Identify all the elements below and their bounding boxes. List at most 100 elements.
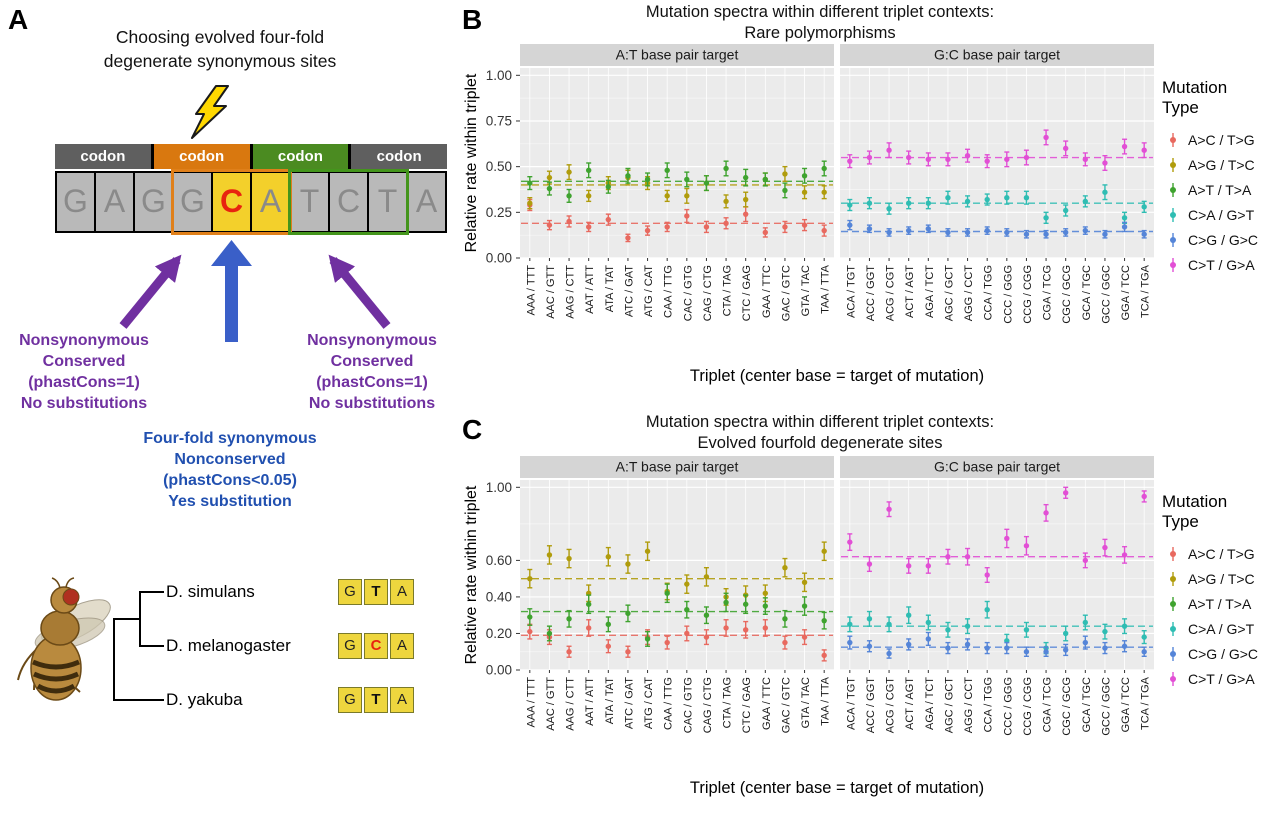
legend-entry: A>G / T>C <box>1162 566 1280 591</box>
svg-text:GCC / GGC: GCC / GGC <box>1100 265 1112 324</box>
legend-key-icon <box>1170 157 1176 172</box>
legend-label: C>T / G>A <box>1188 256 1255 273</box>
svg-text:AAC / GTT: AAC / GTT <box>545 677 557 731</box>
codon-segment: codon <box>55 144 151 169</box>
legend-label: A>G / T>C <box>1188 570 1255 587</box>
legend-key-icon <box>1170 257 1176 272</box>
triplet-base: A <box>390 579 414 605</box>
sequence-base: C <box>213 173 250 231</box>
svg-text:0.00: 0.00 <box>486 663 512 678</box>
svg-text:CCC / GGG: CCC / GGG <box>1002 265 1014 324</box>
svg-text:ACG / CGT: ACG / CGT <box>885 265 897 322</box>
svg-text:CTC / GAG: CTC / GAG <box>741 677 753 733</box>
svg-text:GAC / GTC: GAC / GTC <box>780 677 792 733</box>
legend-entry: C>G / G>C <box>1162 641 1280 666</box>
svg-text:AGC / GCT: AGC / GCT <box>943 677 955 734</box>
species-row: D. yakuba G T A <box>166 686 414 714</box>
legend-label: C>A / G>T <box>1188 206 1255 223</box>
panel-b-legend: Mutation Type A>C / T>G A>G / T>C A>T / T>A C… <box>1162 78 1280 277</box>
legend-key-icon <box>1170 571 1176 586</box>
svg-text:GCC / GGC: GCC / GGC <box>1100 677 1112 736</box>
right-annotation: Nonsynonymous Conserved (phastCons=1) No su… <box>307 332 437 413</box>
triplet-base: T <box>364 579 388 605</box>
legend-entry: A>T / T>A <box>1162 591 1280 616</box>
species-row: D. melanogaster G C A <box>166 632 414 660</box>
legend-key-icon <box>1170 646 1176 661</box>
panel-b-label: B <box>462 4 483 35</box>
svg-text:AGG / CCT: AGG / CCT <box>963 265 975 322</box>
legend-entry: C>T / G>A <box>1162 666 1280 691</box>
species-name: D. yakuba <box>166 690 243 709</box>
sequence-base: T <box>291 173 328 231</box>
svg-text:TCA / TGA: TCA / TGA <box>1140 264 1152 318</box>
sequence-base: A <box>252 173 289 231</box>
legend-entry: C>A / G>T <box>1162 202 1280 227</box>
svg-text:ATC / GAT: ATC / GAT <box>623 677 635 729</box>
svg-text:AGC / GCT: AGC / GCT <box>943 265 955 322</box>
legend-entry: A>C / T>G <box>1162 541 1280 566</box>
svg-text:Triplet (center base = target: Triplet (center base = target of mutatio… <box>690 779 984 797</box>
phylogenetic-tree <box>113 591 164 701</box>
drosophila-illustration <box>17 577 111 701</box>
legend-key-icon <box>1170 132 1176 147</box>
svg-text:GAC / GTC: GAC / GTC <box>780 265 792 321</box>
svg-text:AGA / TCT: AGA / TCT <box>924 265 936 318</box>
sequence-base: C <box>330 173 367 231</box>
svg-text:CCC / GGG: CCC / GGG <box>1002 677 1014 736</box>
svg-text:0.00: 0.00 <box>486 251 512 266</box>
svg-text:GAA / TTC: GAA / TTC <box>761 677 773 730</box>
panel-a-title: Choosing evolved four-fold degenerate syn… <box>103 27 337 71</box>
sequence-base: A <box>96 173 133 231</box>
svg-text:0.60: 0.60 <box>486 553 512 568</box>
legend-label: C>G / G>C <box>1188 231 1259 248</box>
svg-text:CGC / GCG: CGC / GCG <box>1061 677 1073 736</box>
legend-key-icon <box>1170 621 1176 636</box>
triplet-base: A <box>390 687 414 713</box>
svg-text:ATG / CAT: ATG / CAT <box>643 265 655 317</box>
svg-text:ACT / AGT: ACT / AGT <box>904 265 916 318</box>
left-purple-arrow <box>119 254 182 329</box>
sequence-base: G <box>174 173 211 231</box>
svg-text:CAA / TTG: CAA / TTG <box>663 265 675 318</box>
legend-key-icon <box>1170 232 1176 247</box>
svg-text:AAG / CTT: AAG / CTT <box>565 677 577 731</box>
legend-title: Mutation Type <box>1162 78 1228 117</box>
svg-text:CCA / TGG: CCA / TGG <box>983 265 995 320</box>
svg-text:ACC / GGT: ACC / GGT <box>865 677 877 734</box>
svg-text:ATC / GAT: ATC / GAT <box>623 265 635 317</box>
sequence-base: G <box>135 173 172 231</box>
species-name: D. simulans <box>166 582 255 601</box>
svg-text:GCA / TGC: GCA / TGC <box>1081 265 1093 320</box>
panel-c-legend: Mutation Type A>C / T>G A>G / T>C A>T / T>A C… <box>1162 492 1280 691</box>
left-annotation: Nonsynonymous Conserved (phastCons=1) No su… <box>19 332 149 413</box>
legend-key-icon <box>1170 546 1176 561</box>
svg-text:ACA / TGT: ACA / TGT <box>845 677 857 730</box>
legend-entry: A>G / T>C <box>1162 152 1280 177</box>
svg-text:1.00: 1.00 <box>486 480 512 495</box>
svg-text:AAT / ATT: AAT / ATT <box>584 265 596 314</box>
legend-label: A>T / T>A <box>1188 595 1252 612</box>
svg-text:CTA / TAG: CTA / TAG <box>722 265 734 316</box>
svg-text:ACG / CGT: ACG / CGT <box>885 677 897 734</box>
legend-key-icon <box>1170 207 1176 222</box>
legend-label: C>G / G>C <box>1188 645 1259 662</box>
svg-text:CAC / GTG: CAC / GTG <box>682 265 694 321</box>
panel-c-label: C <box>462 414 483 445</box>
svg-text:GAA / TTC: GAA / TTC <box>761 265 773 318</box>
svg-text:AAA / TTT: AAA / TTT <box>525 677 537 728</box>
svg-text:CGC / GCG: CGC / GCG <box>1061 265 1073 324</box>
species-name: D. melanogaster <box>166 636 291 655</box>
svg-text:G:C base pair target: G:C base pair target <box>934 47 1060 63</box>
svg-text:0.25: 0.25 <box>486 205 512 220</box>
svg-text:ATA / TAT: ATA / TAT <box>604 265 616 313</box>
species-row: D. simulans G T A <box>166 578 414 606</box>
svg-text:CGA / TCG: CGA / TCG <box>1042 677 1054 732</box>
legend-label: A>T / T>A <box>1188 181 1252 198</box>
svg-text:ATG / CAT: ATG / CAT <box>643 677 655 729</box>
svg-text:AAG / CTT: AAG / CTT <box>565 265 577 319</box>
triplet-base: T <box>364 687 388 713</box>
legend-entry: A>C / T>G <box>1162 127 1280 152</box>
svg-text:Relative rate within triplet: Relative rate within triplet <box>463 73 480 252</box>
legend-label: A>C / T>G <box>1188 545 1255 562</box>
